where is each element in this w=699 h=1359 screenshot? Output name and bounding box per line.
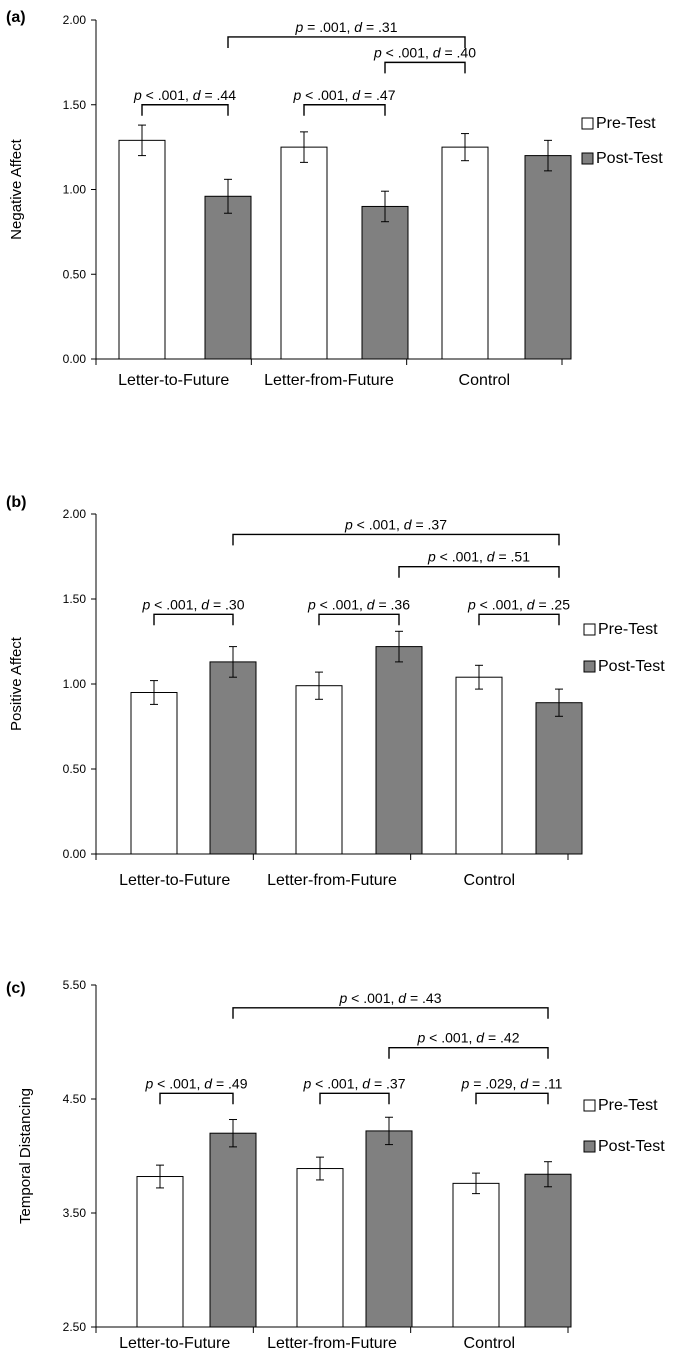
bar (280, 146, 328, 360)
chart-panel-b: (b) 0.00 0.50 1.00 1.50 2.00 Positive Affect Le… (6, 494, 665, 889)
x-category-label: Letter-from-Future (267, 1335, 397, 1352)
significance-label: p < .001, d = .44 (133, 87, 236, 103)
y-tick-label: 2.50 (63, 1320, 87, 1334)
legend-swatch (583, 1099, 596, 1112)
y-tick-label: 0.50 (63, 267, 87, 281)
significance-label: p < .001, d = .49 (145, 1075, 248, 1091)
significance-bracket (318, 613, 400, 626)
significance-label: p < .001, d = .42 (417, 1030, 520, 1046)
significance-label: p < .001, d = .37 (303, 1075, 406, 1091)
y-tick-label: 2.00 (63, 507, 87, 521)
x-category-label: Control (459, 372, 511, 389)
legend-swatch (583, 623, 596, 636)
bar (295, 685, 343, 855)
bar (136, 1176, 184, 1328)
significance-bracket (159, 1092, 234, 1105)
significance-label: p < .001, d = .36 (307, 596, 410, 612)
bar (452, 1182, 500, 1328)
y-axis-title: Negative Affect (8, 138, 25, 239)
significance-bracket (319, 1092, 390, 1105)
legend-swatch (581, 117, 594, 130)
panel-label: (a) (6, 9, 26, 26)
significance-label: p = .029, d = .11 (461, 1075, 563, 1091)
legend-swatch (583, 1140, 596, 1153)
significance-label: p < .001, d = .43 (339, 990, 442, 1006)
legend-label: Pre-Test (598, 1097, 658, 1114)
y-tick-label: 0.00 (63, 847, 87, 861)
bar (130, 692, 178, 855)
x-category-label: Letter-from-Future (264, 372, 394, 389)
x-category-label: Letter-from-Future (267, 872, 397, 889)
y-tick-label: 1.00 (63, 677, 87, 691)
legend-label: Pre-Test (598, 621, 658, 638)
y-tick-label: 1.00 (63, 183, 87, 197)
bar (365, 1130, 413, 1328)
y-tick-label: 0.00 (63, 352, 87, 366)
significance-bracket (475, 1092, 549, 1105)
significance-bracket (232, 1007, 549, 1019)
legend-label: Post-Test (598, 658, 665, 675)
y-axis-title: Positive Affect (8, 636, 25, 731)
legend-label: Post-Test (596, 150, 663, 167)
legend-label: Pre-Test (596, 115, 656, 132)
y-tick-label: 4.50 (63, 1092, 87, 1106)
y-tick-label: 5.50 (63, 978, 87, 992)
bar (441, 146, 489, 360)
panel-label: (b) (6, 494, 26, 511)
bar (118, 139, 166, 360)
significance-bracket (398, 566, 560, 578)
x-category-label: Letter-to-Future (119, 1335, 230, 1352)
significance-label: p = .001, d = .31 (295, 19, 398, 35)
bar (204, 195, 252, 360)
significance-bracket (388, 1047, 549, 1059)
y-tick-label: 1.50 (63, 98, 87, 112)
bar (296, 1168, 344, 1328)
x-category-label: Letter-to-Future (118, 372, 229, 389)
bar (209, 661, 257, 855)
bar (375, 646, 423, 855)
x-category-label: Control (464, 1335, 516, 1352)
y-axis-title: Temporal Distancing (17, 1088, 34, 1224)
significance-bracket (232, 533, 560, 546)
significance-bracket (227, 36, 466, 48)
significance-label: p < .001, d = .30 (142, 596, 245, 612)
y-tick-label: 0.50 (63, 762, 87, 776)
significance-bracket (153, 613, 234, 626)
chart-panel-c: (c) 2.50 3.50 4.50 5.50 Temporal Distancing Le… (6, 978, 665, 1352)
legend-label: Post-Test (598, 1138, 665, 1155)
legend-swatch (583, 660, 596, 673)
bar (455, 676, 503, 855)
significance-bracket (384, 61, 466, 74)
significance-bracket (303, 104, 386, 116)
significance-bracket (141, 104, 229, 116)
significance-label: p < .001, d = .51 (427, 549, 530, 565)
legend-swatch (581, 152, 594, 165)
x-category-label: Letter-to-Future (119, 872, 230, 889)
panel-label: (c) (6, 980, 26, 997)
y-tick-label: 2.00 (63, 13, 87, 27)
significance-label: p < .001, d = .37 (344, 516, 447, 532)
significance-label: p < .001, d = .40 (373, 44, 476, 60)
bar (209, 1132, 257, 1328)
bar (535, 702, 583, 855)
chart-panel-a: (a) 0.00 0.50 1.00 1.50 2.00 Negative Affect Le… (6, 9, 663, 389)
x-category-label: Control (464, 872, 516, 889)
y-tick-label: 1.50 (63, 592, 87, 606)
bar (524, 155, 572, 360)
bar (361, 205, 409, 360)
y-tick-label: 3.50 (63, 1206, 87, 1220)
bar (524, 1173, 572, 1328)
significance-bracket (478, 613, 560, 626)
significance-label: p < .001, d = .47 (293, 87, 396, 103)
significance-label: p < .001, d = .25 (467, 596, 570, 612)
